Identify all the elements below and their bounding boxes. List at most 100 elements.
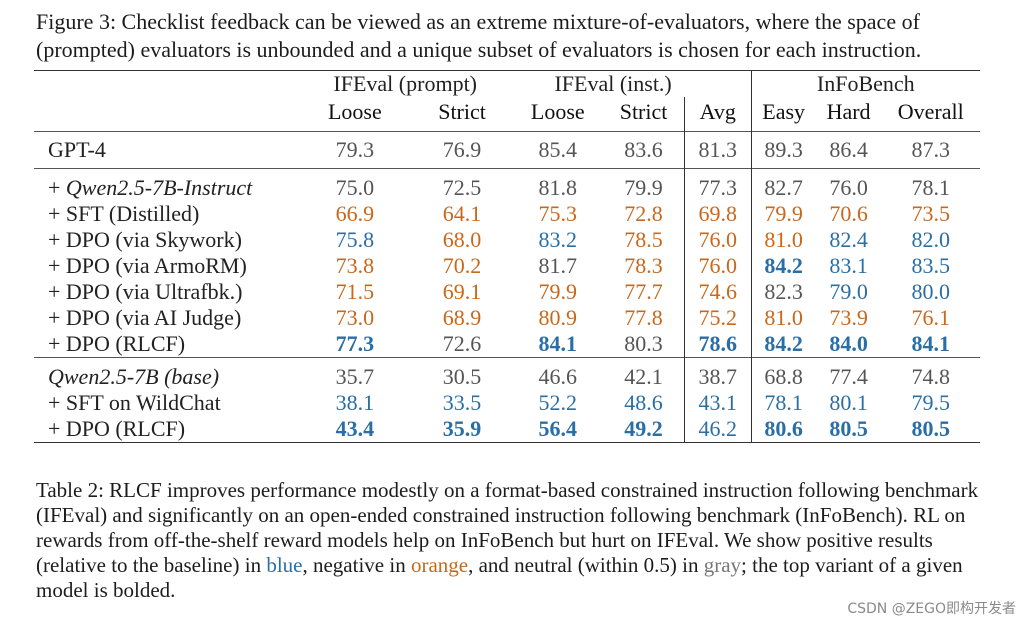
row-label: + DPO (via Skywork) [48,227,242,252]
header-empty-2 [34,97,298,132]
table-cell: 82.4 [829,227,868,252]
table-cell: 80.3 [624,331,663,356]
table-cell: 56.4 [512,416,604,443]
col-header: Avg [683,97,752,132]
table-cell: 35.9 [411,416,513,443]
row-label: + DPO (via Ultrafbk.) [48,279,243,304]
table-cell: 43.4 [298,416,412,443]
table-cell: 83.6 [603,131,685,169]
row-label: + SFT on WildChat [48,390,221,415]
table-cell: 79.0 [829,279,868,304]
table-cell: 81.0 [750,305,816,331]
table-cell: 75.0 [335,175,375,200]
row-label: + DPO (via ArmoRM) [48,253,247,278]
table-row: + DPO (via AI Judge) 73.0 68.9 80.9 77.8 75.2… [34,305,980,331]
table-cell: 86.4 [815,131,882,169]
table-cell: 82.7 [750,175,816,201]
table-cell: 42.1 [624,364,663,389]
table-row: + SFT on WildChat 38.1 33.5 52.2 48.6 43.1 78.… [34,390,980,416]
table-cell: 89.3 [750,131,816,169]
table-cell: 77.8 [624,305,663,330]
table-cell: 70.2 [442,253,482,278]
table-caption: Table 2: RLCF improves performance modes… [36,478,986,603]
group-ifeval-inst: IFEval (inst.) [512,70,752,97]
col-header: Strict [619,99,668,124]
row-label: GPT-4 [34,131,298,169]
table-body: GPT-4 79.3 76.9 85.4 83.6 81.3 89.3 86.4 87.3 + Q… [34,131,980,443]
table-cell: 78.6 [683,331,752,358]
table-cell: 52.2 [538,390,578,415]
header-empty [34,70,298,97]
table-cell: 48.6 [624,390,663,415]
table-cell: 76.0 [683,227,752,253]
table-cell: 80.6 [750,416,816,443]
row-label: + DPO (RLCF) [48,331,186,356]
table-cell: 77.4 [829,364,868,389]
caption-text: , and neutral (within 0.5) in [468,553,704,577]
table-cell: 74.6 [683,279,752,305]
figure-caption: Figure 3: Checklist feedback can be view… [36,9,922,62]
table-cell: 75.3 [538,201,578,226]
table-cell: 84.0 [829,331,868,356]
col-header: Strict [438,99,486,124]
caption-text: Table 2: RLCF improves performance modes… [36,478,979,577]
caption-word-gray: gray [703,553,742,577]
table-row: Qwen2.5-7B (base) 35.7 30.5 46.6 42.1 38.7 68.… [34,364,980,390]
table-cell: 81.8 [538,175,578,200]
table-cell: 81.0 [750,227,816,253]
table-cell: 74.8 [911,364,950,389]
table-cell: 81.3 [683,131,752,169]
row-label: Qwen2.5-7B (base) [48,364,220,389]
col-header: Loose [530,99,585,124]
table-cell: 76.0 [683,253,752,279]
table-row: + DPO (via Ultrafbk.) 71.5 69.1 79.9 77.7 74.… [34,279,980,305]
table-cell: 72.8 [624,201,663,226]
table-cell: 79.9 [624,175,663,200]
table-cell: 77.3 [683,175,752,201]
table-cell: 80.9 [538,305,578,330]
section-divider [34,357,980,364]
table-row: + DPO (via ArmoRM) 73.8 70.2 81.7 78.3 76.0 84… [34,253,980,279]
table-cell: 80.1 [829,390,868,415]
col-header: Loose [327,99,382,124]
table-row: + SFT (Distilled) 66.9 64.1 75.3 72.8 69.8 79.… [34,201,980,227]
table-row: + DPO (via Skywork) 75.8 68.0 83.2 78.5 76.0 8… [34,227,980,253]
col-header: Overall [897,99,964,124]
table-cell: 49.2 [603,416,685,443]
table-cell: 79.9 [538,279,578,304]
caption-text: , negative in [302,553,411,577]
table-cell: 78.1 [911,175,950,200]
table-cell: 76.9 [411,131,513,169]
table-cell: 83.1 [829,253,868,278]
table-cell: 76.0 [829,175,868,200]
table-cell: 83.2 [538,227,578,252]
row-label: + DPO (RLCF) [34,416,298,443]
row-label: + DPO (via AI Judge) [48,305,242,330]
table-cell: 70.6 [829,201,868,226]
group-ifeval-prompt: IFEval (prompt) [298,70,513,97]
table-cell: 87.3 [881,131,980,169]
table-cell: 81.7 [538,253,578,278]
section-divider [34,168,980,175]
table-cell: 73.9 [829,305,868,330]
table-cell: 79.9 [750,201,816,227]
table-cell: 73.5 [911,201,950,226]
table-cell: 68.0 [442,227,482,252]
table-row: + DPO (RLCF) 77.3 72.6 84.1 80.3 78.6 84.2 84.0… [34,331,980,358]
table-cell: 77.3 [335,331,375,356]
caption-text: ; the top variant of a given model is bo… [36,553,963,602]
table-cell: 84.2 [750,331,816,358]
table-cell: 73.0 [335,305,375,330]
table-cell: 71.5 [335,279,375,304]
table-cell: 82.3 [750,279,816,305]
table-cell: 30.5 [442,364,482,389]
caption-word-blue: blue [266,553,303,577]
table-cell: 82.0 [911,227,950,252]
col-header: Easy [750,97,816,132]
table-cell: 43.1 [683,390,752,416]
table-cell: 80.0 [911,279,950,304]
table-cell: 68.8 [750,364,816,390]
row-label: + SFT (Distilled) [48,201,200,226]
table-cell: 64.1 [442,201,482,226]
table-cell: 35.7 [335,364,375,389]
